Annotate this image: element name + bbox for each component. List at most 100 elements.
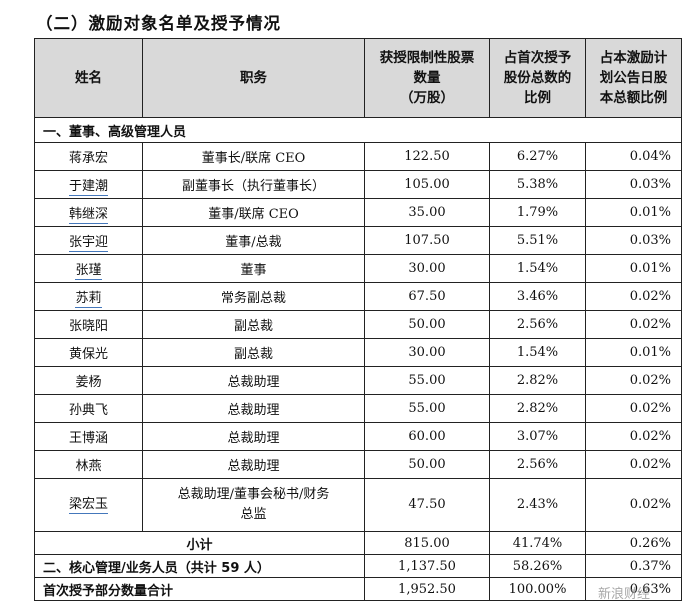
- cell-name: 林燕: [34, 450, 143, 479]
- cell-pct-grant: 2.82%: [489, 366, 586, 395]
- cell-shares: 67.50: [364, 282, 490, 311]
- cell-name: 姜杨: [34, 366, 143, 395]
- cell-pct-grant: 2.56%: [489, 450, 586, 479]
- cell-shares: 105.00: [364, 170, 490, 199]
- cell-pct-total: 0.01%: [585, 254, 682, 283]
- header-shares: 获授限制性股票 数量 （万股）: [364, 38, 490, 118]
- header-name: 姓名: [34, 38, 143, 118]
- subtotal-label: 小计: [34, 531, 365, 555]
- header-pct-total: 占本激励计 划公告日股 本总额比例: [585, 38, 682, 118]
- cell-pct-total: 0.02%: [585, 310, 682, 339]
- core-staff-label: 二、核心管理/业务人员（共计 59 人）: [34, 554, 365, 578]
- cell-name: 苏莉: [34, 282, 143, 311]
- total-row: 首次授予部分数量合计 1,952.50 100.00% 0.63%: [34, 577, 682, 601]
- cell-shares: 815.00: [364, 531, 490, 555]
- cell-pct-grant: 6.27%: [489, 142, 586, 171]
- cell-role: 副总裁: [142, 338, 365, 367]
- cell-pct-grant: 2.56%: [489, 310, 586, 339]
- incentive-grant-table: 姓名 职务 获授限制性股票 数量 （万股） 占首次授予 股份总数的 比例 占本激…: [34, 38, 682, 601]
- cell-name: 蒋承宏: [34, 142, 143, 171]
- cell-pct-total: 0.02%: [585, 282, 682, 311]
- cell-pct-grant: 58.26%: [489, 554, 586, 578]
- cell-pct-total: 0.37%: [585, 554, 682, 578]
- table-row: 林燕 总裁助理 50.00 2.56% 0.02%: [34, 450, 682, 479]
- cell-name: 孙典飞: [34, 394, 143, 423]
- section-label: 一、董事、高级管理人员: [34, 117, 682, 143]
- cell-role: 总裁助理: [142, 422, 365, 451]
- cell-pct-grant: 3.07%: [489, 422, 586, 451]
- subtotal-row: 小计 815.00 41.74% 0.26%: [34, 531, 682, 555]
- cell-name: 张晓阳: [34, 310, 143, 339]
- cell-name: 梁宏玉: [34, 478, 143, 532]
- cell-shares: 50.00: [364, 450, 490, 479]
- cell-shares: 55.00: [364, 366, 490, 395]
- watermark: 新浪财经: [598, 587, 651, 602]
- table-row: 黄保光 副总裁 30.00 1.54% 0.01%: [34, 338, 682, 367]
- header-pct-grant: 占首次授予 股份总数的 比例: [489, 38, 586, 118]
- cell-pct-grant: 100.00%: [489, 577, 586, 601]
- cell-role: 董事: [142, 254, 365, 283]
- cell-pct-total: 0.26%: [585, 531, 682, 555]
- cell-pct-grant: 2.82%: [489, 394, 586, 423]
- cell-pct-total: 0.02%: [585, 450, 682, 479]
- cell-shares: 50.00: [364, 310, 490, 339]
- cell-pct-total: 0.02%: [585, 478, 682, 532]
- cell-name: 王博涵: [34, 422, 143, 451]
- table-row: 张晓阳 副总裁 50.00 2.56% 0.02%: [34, 310, 682, 339]
- cell-name: 张宇迎: [34, 226, 143, 255]
- cell-pct-total: 0.01%: [585, 198, 682, 227]
- table-row: 孙典飞 总裁助理 55.00 2.82% 0.02%: [34, 394, 682, 423]
- cell-shares: 55.00: [364, 394, 490, 423]
- header-role: 职务: [142, 38, 365, 118]
- cell-shares: 107.50: [364, 226, 490, 255]
- total-label: 首次授予部分数量合计: [34, 577, 365, 601]
- cell-pct-grant: 5.51%: [489, 226, 586, 255]
- cell-shares: 122.50: [364, 142, 490, 171]
- cell-name: 张瑾: [34, 254, 143, 283]
- cell-pct-total: 0.03%: [585, 226, 682, 255]
- cell-shares: 1,137.50: [364, 554, 490, 578]
- cell-role: 常务副总裁: [142, 282, 365, 311]
- cell-shares: 30.00: [364, 338, 490, 367]
- table-row: 苏莉 常务副总裁 67.50 3.46% 0.02%: [34, 282, 682, 311]
- cell-pct-total: 0.03%: [585, 170, 682, 199]
- cell-pct-total: 0.02%: [585, 366, 682, 395]
- cell-pct-total: 0.04%: [585, 142, 682, 171]
- cell-pct-total: 0.63%: [585, 577, 682, 601]
- cell-pct-grant: 5.38%: [489, 170, 586, 199]
- cell-role: 副总裁: [142, 310, 365, 339]
- table-row: 张宇迎 董事/总裁 107.50 5.51% 0.03%: [34, 226, 682, 255]
- cell-role: 董事/总裁: [142, 226, 365, 255]
- cell-pct-grant: 2.43%: [489, 478, 586, 532]
- cell-name: 韩继深: [34, 198, 143, 227]
- cell-role: 总裁助理: [142, 450, 365, 479]
- table-row: 蒋承宏 董事长/联席 CEO 122.50 6.27% 0.04%: [34, 142, 682, 171]
- cell-pct-grant: 41.74%: [489, 531, 586, 555]
- cell-shares: 1,952.50: [364, 577, 490, 601]
- cell-pct-grant: 3.46%: [489, 282, 586, 311]
- cell-pct-grant: 1.79%: [489, 198, 586, 227]
- cell-role: 总裁助理/董事会秘书/财务 总监: [142, 478, 365, 532]
- cell-pct-grant: 1.54%: [489, 338, 586, 367]
- cell-shares: 60.00: [364, 422, 490, 451]
- table-row: 韩继深 董事/联席 CEO 35.00 1.79% 0.01%: [34, 198, 682, 227]
- cell-pct-total: 0.02%: [585, 422, 682, 451]
- cell-pct-total: 0.02%: [585, 394, 682, 423]
- cell-shares: 30.00: [364, 254, 490, 283]
- cell-role: 总裁助理: [142, 394, 365, 423]
- cell-name: 黄保光: [34, 338, 143, 367]
- cell-shares: 47.50: [364, 478, 490, 532]
- cell-role: 总裁助理: [142, 366, 365, 395]
- table-header-row: 姓名 职务 获授限制性股票 数量 （万股） 占首次授予 股份总数的 比例 占本激…: [34, 38, 682, 118]
- cell-name: 于建潮: [34, 170, 143, 199]
- table-row: 姜杨 总裁助理 55.00 2.82% 0.02%: [34, 366, 682, 395]
- table-row: 张瑾 董事 30.00 1.54% 0.01%: [34, 254, 682, 283]
- cell-role: 董事/联席 CEO: [142, 198, 365, 227]
- cell-role: 副董事长（执行董事长）: [142, 170, 365, 199]
- cell-pct-total: 0.01%: [585, 338, 682, 367]
- core-staff-row: 二、核心管理/业务人员（共计 59 人） 1,137.50 58.26% 0.3…: [34, 554, 682, 578]
- cell-role: 董事长/联席 CEO: [142, 142, 365, 171]
- table-row: 梁宏玉 总裁助理/董事会秘书/财务 总监 47.50 2.43% 0.02%: [34, 478, 682, 532]
- table-row: 于建潮 副董事长（执行董事长） 105.00 5.38% 0.03%: [34, 170, 682, 199]
- table-row: 王博涵 总裁助理 60.00 3.07% 0.02%: [34, 422, 682, 451]
